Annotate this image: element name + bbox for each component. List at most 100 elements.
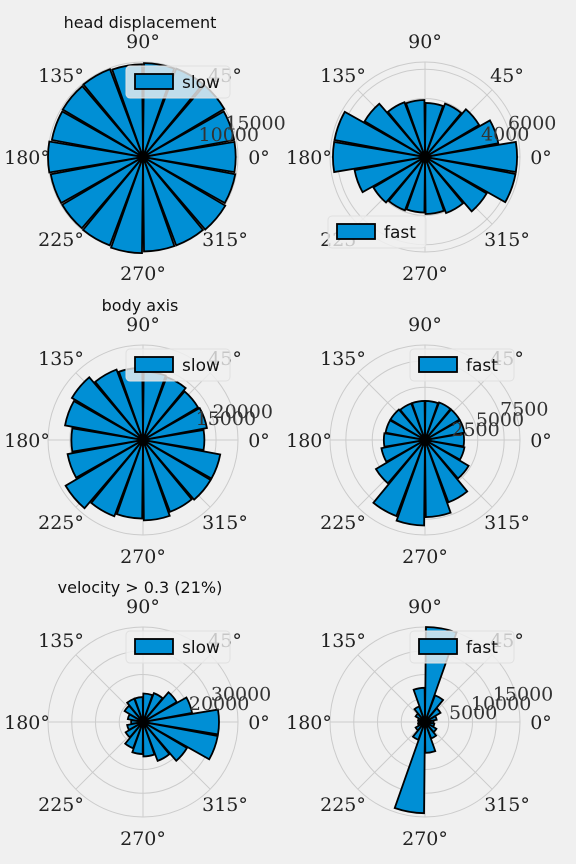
angle-tick-label: 270° bbox=[120, 263, 166, 285]
angle-tick-label: 45° bbox=[490, 65, 524, 87]
bar-120deg bbox=[386, 101, 426, 158]
angle-tick-label: 315° bbox=[202, 229, 248, 251]
bar-340deg bbox=[142, 156, 237, 205]
angle-tick-label: 90° bbox=[126, 314, 160, 336]
radial-tick-label: 10000 bbox=[471, 693, 531, 715]
legend: fast bbox=[409, 630, 515, 664]
bar-80deg bbox=[424, 102, 445, 158]
bars bbox=[123, 690, 220, 763]
bar-140deg bbox=[70, 376, 144, 441]
bar-140deg bbox=[363, 102, 426, 158]
bar-0deg bbox=[142, 708, 220, 736]
radial-tick-label: 20000 bbox=[213, 401, 273, 423]
bar-40deg bbox=[142, 390, 200, 441]
bar-340deg bbox=[424, 721, 436, 728]
angle-tick-label: 90° bbox=[408, 314, 442, 336]
bar-320deg bbox=[424, 156, 488, 213]
legend: fast bbox=[327, 215, 427, 249]
angle-tick-label: 225° bbox=[38, 794, 84, 816]
polar-grid bbox=[329, 626, 521, 818]
bar-240deg bbox=[81, 156, 144, 247]
angle-tick-label: 0° bbox=[530, 712, 552, 734]
angular-grid-line bbox=[424, 721, 493, 790]
angle-tick-label: 90° bbox=[126, 31, 160, 53]
legend-label: slow bbox=[182, 356, 220, 376]
bar-40deg bbox=[424, 108, 481, 158]
radial-tick-label: 2500 bbox=[451, 419, 499, 441]
legend-swatch bbox=[134, 638, 174, 655]
bar-240deg bbox=[387, 156, 426, 212]
bar-260deg bbox=[109, 156, 144, 255]
bar-160deg bbox=[333, 110, 426, 158]
bar-180deg bbox=[70, 427, 144, 453]
legend-label: slow bbox=[182, 73, 220, 93]
bar-320deg bbox=[142, 721, 189, 763]
bar-200deg bbox=[66, 439, 144, 479]
angular-grid-line bbox=[357, 721, 426, 790]
bar-0deg bbox=[142, 140, 237, 174]
radial-tick-label: 4000 bbox=[481, 124, 529, 146]
bar-80deg bbox=[142, 692, 154, 723]
polar-panel-head-displacement-slow: 10000150000°45°90°135°180°225°270°315°he… bbox=[4, 13, 286, 285]
angle-tick-label: 270° bbox=[402, 546, 448, 568]
bar-60deg bbox=[424, 102, 463, 158]
angle-tick-label: 180° bbox=[286, 712, 332, 734]
radial-tick-label: 20000 bbox=[189, 693, 249, 715]
angle-tick-label: 90° bbox=[126, 596, 160, 618]
angle-tick-label: 270° bbox=[120, 828, 166, 850]
angle-tick-label: 90° bbox=[408, 596, 442, 618]
angle-tick-label: 135° bbox=[38, 348, 84, 370]
legend-label: fast bbox=[466, 356, 498, 376]
bar-280deg bbox=[142, 156, 176, 253]
angle-tick-label: 315° bbox=[484, 229, 530, 251]
polar-panel-velocity-fast: 500010000150000°45°90°135°180°225°270°31… bbox=[286, 596, 553, 850]
bar-0deg bbox=[142, 428, 206, 452]
bar-260deg bbox=[395, 439, 426, 527]
bar-200deg bbox=[353, 156, 426, 194]
legend-swatch bbox=[418, 356, 458, 373]
bar-300deg bbox=[424, 156, 465, 215]
bar-40deg bbox=[142, 690, 178, 723]
angle-tick-label: 225° bbox=[38, 229, 84, 251]
angle-tick-label: 225° bbox=[320, 512, 366, 534]
angle-tick-label: 0° bbox=[530, 147, 552, 169]
bar-240deg bbox=[90, 439, 144, 518]
angle-tick-label: 180° bbox=[4, 712, 50, 734]
radial-tick-label: 6000 bbox=[508, 112, 556, 134]
angle-tick-label: 135° bbox=[320, 630, 366, 652]
bar-320deg bbox=[142, 156, 227, 231]
legend-swatch bbox=[134, 73, 174, 90]
bar-120deg bbox=[93, 368, 144, 441]
polar-panel-body-axis-fast: 2500500075000°45°90°135°180°225°270°315°… bbox=[286, 314, 552, 568]
bar-260deg bbox=[393, 721, 426, 815]
bars bbox=[64, 366, 222, 522]
radial-tick-label: 5000 bbox=[476, 409, 524, 431]
angle-tick-label: 90° bbox=[408, 31, 442, 53]
angle-tick-label: 135° bbox=[38, 630, 84, 652]
angle-tick-label: 0° bbox=[530, 430, 552, 452]
legend: fast bbox=[409, 348, 515, 382]
bar-140deg bbox=[61, 84, 144, 158]
radial-tick-label: 30000 bbox=[211, 684, 271, 706]
radial-tick-label: 15000 bbox=[196, 408, 256, 430]
bar-240deg bbox=[372, 439, 426, 518]
bar-340deg bbox=[424, 439, 466, 461]
angle-tick-label: 180° bbox=[4, 430, 50, 452]
angle-tick-label: 270° bbox=[402, 263, 448, 285]
angle-tick-label: 225° bbox=[320, 794, 366, 816]
bar-180deg bbox=[332, 140, 426, 174]
angle-tick-label: 315° bbox=[484, 794, 530, 816]
bar-300deg bbox=[142, 439, 193, 513]
legend: slow bbox=[125, 348, 231, 382]
legend: slow bbox=[125, 630, 231, 664]
bar-320deg bbox=[424, 439, 470, 480]
bar-220deg bbox=[60, 156, 144, 230]
bar-220deg bbox=[372, 156, 426, 204]
angle-tick-label: 135° bbox=[38, 65, 84, 87]
legend-label: fast bbox=[466, 638, 498, 658]
bar-340deg bbox=[424, 156, 517, 204]
chart-title: body axis bbox=[102, 296, 179, 315]
legend: slow bbox=[125, 65, 231, 99]
